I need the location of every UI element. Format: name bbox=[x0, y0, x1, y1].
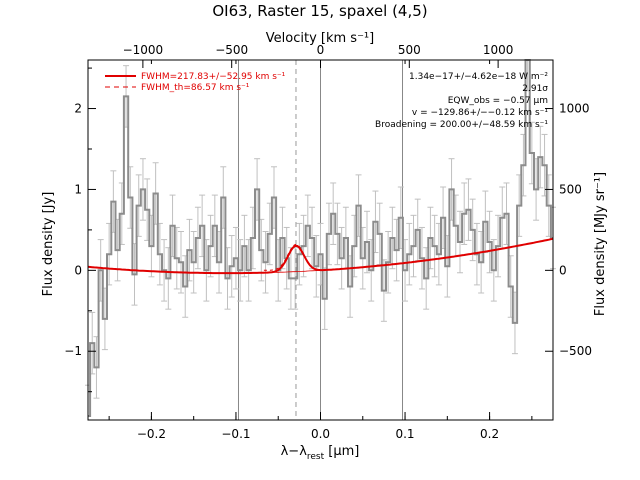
top-tick-label: −500 bbox=[215, 43, 248, 57]
x-axis-label: λ−λrest [µm] bbox=[281, 444, 360, 462]
right-tick-label: −500 bbox=[559, 344, 592, 358]
legend-item-fwhm-th: FWHM_th=86.57 km s⁻¹ bbox=[141, 83, 250, 93]
y-axis-label: Flux density [Jy] bbox=[41, 192, 56, 297]
y-tick-label: 0 bbox=[74, 263, 82, 277]
y-tick-label: 1 bbox=[74, 182, 82, 196]
fit-annotations: 1.34e−17+/−4.62e−18 W m⁻² 2.91σ EQW_obs … bbox=[375, 72, 548, 130]
legend-item-fwhm: FWHM=217.83+/−52.95 km s⁻¹ bbox=[141, 72, 286, 82]
top-tick-label: −1000 bbox=[123, 43, 164, 57]
total-fit-curve bbox=[87, 237, 554, 275]
top-tick-label: 1000 bbox=[483, 43, 514, 57]
fit-series bbox=[87, 237, 554, 275]
right-tick-label: 0 bbox=[559, 263, 567, 277]
x-axis-label-main: λ−λ bbox=[281, 444, 308, 459]
x-axis-label-sub: rest bbox=[307, 452, 325, 462]
x-tick-label: −0.1 bbox=[221, 427, 250, 441]
top-tick-label: 500 bbox=[398, 43, 421, 57]
chart-title: OI63, Raster 15, spaxel (4,5) bbox=[212, 2, 427, 20]
x-tick-label: 0.2 bbox=[480, 427, 499, 441]
x-axis-label-unit: [µm] bbox=[324, 444, 359, 459]
top-axis-label: Velocity [km s⁻¹] bbox=[266, 31, 374, 46]
spectrum-series bbox=[88, 59, 553, 417]
right-tick-label: 1000 bbox=[559, 102, 590, 116]
x-tick-label: 0.0 bbox=[311, 427, 330, 441]
y-tick-label: 2 bbox=[74, 102, 82, 116]
axes: −0.2 −0.1 0.0 0.1 0.2 −1 0 1 2 −1000 −500 0 500 1000 −… bbox=[64, 43, 592, 441]
right-tick-label: 500 bbox=[559, 182, 582, 196]
top-tick-label: 0 bbox=[317, 43, 325, 57]
right-axis-label: Flux density [MJy sr⁻¹] bbox=[593, 172, 608, 316]
legend: FWHM=217.83+/−52.95 km s⁻¹ FWHM_th=86.57… bbox=[105, 72, 286, 93]
annotation-broadening: Broadening = 200.00+/−48.59 km s⁻¹ bbox=[375, 120, 548, 130]
annotation-significance: 2.91σ bbox=[522, 84, 548, 94]
annotation-velocity: v = −129.86+/−−0.12 km s⁻¹ bbox=[412, 108, 548, 118]
x-tick-label: −0.2 bbox=[137, 427, 166, 441]
x-tick-label: 0.1 bbox=[395, 427, 414, 441]
y-tick-label: −1 bbox=[64, 344, 82, 358]
annotation-eqw: EQW_obs = −0.57 µm bbox=[448, 96, 548, 106]
spectrum-line bbox=[88, 59, 553, 417]
annotation-line-flux: 1.34e−17+/−4.62e−18 W m⁻² bbox=[409, 72, 548, 82]
